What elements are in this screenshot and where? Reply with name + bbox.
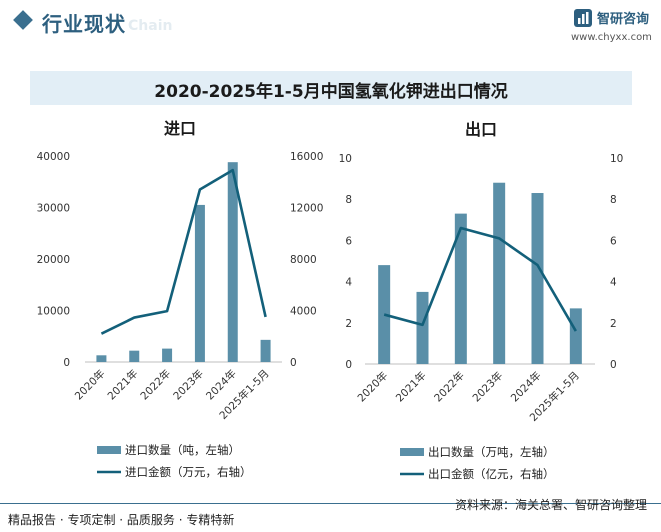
category-label-0-0: 2020年 bbox=[72, 367, 108, 403]
left-tick-label-1-5: 10 bbox=[339, 153, 352, 165]
bar-1-4 bbox=[531, 193, 544, 364]
right-tick-label-1-3: 6 bbox=[610, 235, 617, 247]
category-label-1-4: 2024年 bbox=[508, 369, 544, 405]
bar-0-0 bbox=[96, 355, 107, 362]
chart-title-1: 出口 bbox=[465, 120, 497, 139]
bar-0-5 bbox=[260, 339, 271, 362]
right-tick-label-1-4: 8 bbox=[610, 194, 617, 206]
right-tick-label-0-0: 0 bbox=[290, 357, 297, 369]
legend-bar-label-0: 进口数量（吨，左轴） bbox=[125, 443, 240, 457]
left-tick-label-1-2: 4 bbox=[345, 277, 352, 289]
right-tick-label-1-2: 4 bbox=[610, 277, 617, 289]
category-label-1-0: 2020年 bbox=[355, 369, 391, 405]
line-series-1 bbox=[383, 226, 577, 332]
brand-name: 智研咨询 bbox=[597, 12, 650, 27]
left-tick-label-1-4: 8 bbox=[345, 194, 352, 206]
brand-logo-icon bbox=[574, 9, 592, 27]
category-label-0-1: 2021年 bbox=[105, 367, 141, 403]
footer-tagline: 精品报告 · 专项定制 · 品质服务 · 专精特新 bbox=[8, 513, 235, 527]
right-tick-label-0-4: 16000 bbox=[290, 151, 323, 163]
chart-title-0: 进口 bbox=[164, 119, 196, 138]
left-tick-label-0-0: 0 bbox=[63, 357, 70, 369]
category-label-1-1: 2021年 bbox=[393, 369, 429, 405]
left-tick-label-1-0: 0 bbox=[345, 359, 352, 371]
section-ghost-text: Chain bbox=[128, 18, 173, 34]
category-label-0-3: 2023年 bbox=[171, 367, 207, 403]
right-tick-label-0-3: 12000 bbox=[290, 203, 323, 215]
legend-bar-label-1: 出口数量（万吨，左轴） bbox=[428, 445, 555, 459]
line-series-0 bbox=[100, 168, 267, 335]
left-tick-label-0-2: 20000 bbox=[37, 254, 70, 266]
left-tick-label-1-3: 6 bbox=[345, 235, 352, 247]
bar-0-3 bbox=[194, 204, 205, 362]
brand-url: www.chyxx.com bbox=[571, 32, 652, 43]
main-title: 2020-2025年1-5月中国氢氧化钾进出口情况 bbox=[154, 82, 508, 102]
section-title: 行业现状 bbox=[42, 12, 126, 36]
legend-line-label-0: 进口金额（万元，右轴） bbox=[125, 465, 252, 479]
right-tick-label-0-2: 8000 bbox=[290, 254, 317, 266]
bar-0-1 bbox=[129, 350, 140, 362]
legend-line-label-1: 出口金额（亿元，右轴） bbox=[428, 467, 555, 481]
left-tick-label-0-1: 10000 bbox=[37, 306, 70, 318]
bar-0-4 bbox=[227, 162, 238, 362]
source-note: 资料来源：海关总署、智研咨询整理 bbox=[454, 498, 647, 512]
title-band: 2020-2025年1-5月中国氢氧化钾进出口情况 bbox=[30, 71, 632, 105]
legend-bar-swatch-0 bbox=[97, 446, 121, 454]
bar-1-5 bbox=[569, 308, 582, 364]
right-tick-label-1-1: 2 bbox=[610, 318, 617, 330]
category-label-0-2: 2022年 bbox=[138, 367, 174, 403]
left-tick-label-0-4: 40000 bbox=[37, 151, 70, 163]
category-label-1-3: 2023年 bbox=[470, 369, 506, 405]
right-tick-label-0-1: 4000 bbox=[290, 306, 317, 318]
legend-bar-swatch-1 bbox=[400, 448, 424, 456]
bar-1-1 bbox=[416, 291, 429, 364]
header: 行业现状 Chain 智研咨询 www.chyxx.com bbox=[0, 0, 661, 46]
left-tick-label-0-3: 30000 bbox=[37, 203, 70, 215]
category-label-1-2: 2022年 bbox=[431, 369, 467, 405]
bar-0-2 bbox=[162, 348, 173, 362]
left-tick-label-1-1: 2 bbox=[345, 318, 352, 330]
bar-1-2 bbox=[454, 213, 467, 364]
right-tick-label-1-5: 10 bbox=[610, 153, 623, 165]
footer: 精品报告 · 专项定制 · 品质服务 · 专精特新 bbox=[0, 503, 661, 532]
bar-1-3 bbox=[493, 182, 506, 364]
right-tick-label-1-0: 0 bbox=[610, 359, 617, 371]
